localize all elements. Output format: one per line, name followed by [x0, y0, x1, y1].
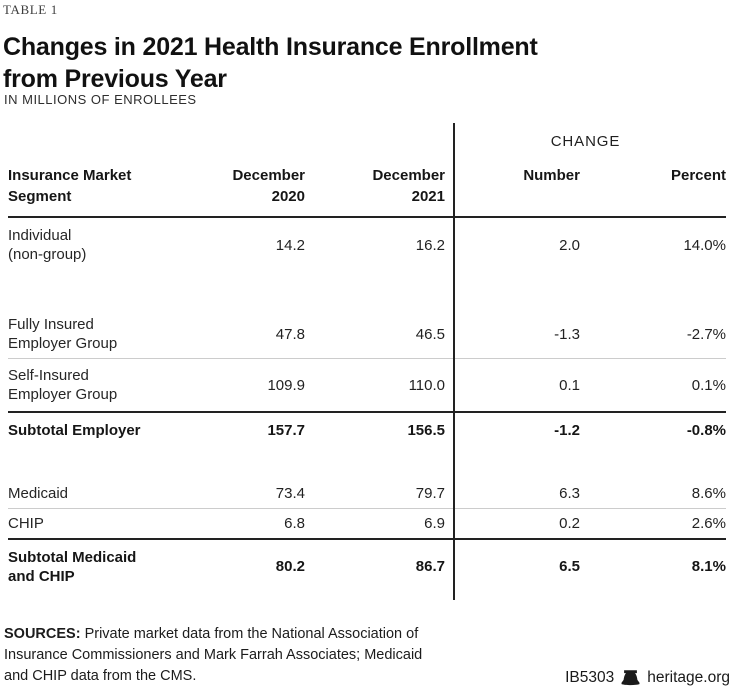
cell-change-percent: 8.1% [691, 558, 726, 575]
column-headers-row: Insurance Market Segment December 2020 D… [8, 165, 726, 207]
column-header-dec2021: December 2021 [372, 167, 445, 205]
cell-change-percent: 14.0% [683, 236, 726, 254]
column-header-segment: Insurance Market Segment [8, 167, 132, 205]
cell-dec2020: 73.4 [275, 484, 305, 502]
column-header-number: Number [523, 167, 580, 184]
table-label: TABLE 1 [3, 2, 58, 17]
table-header: CHANGE Insurance Market Segment December… [8, 123, 726, 218]
table-row-fully-insured: Fully Insured Employer Group 47.8 46.5 -… [8, 310, 726, 358]
subtitle: IN MILLIONS OF ENROLLEES [4, 92, 197, 107]
cell-change-percent: 2.6% [691, 515, 726, 532]
cell-dec2020: 109.9 [267, 376, 305, 394]
cell-dec2020: 6.8 [284, 515, 305, 532]
table-row-subtotal-employer: Subtotal Employer 157.7 156.5 -1.2 -0.8% [8, 411, 726, 478]
cell-change-number: 6.3 [559, 484, 580, 502]
row-label: Self-Insured Employer Group [8, 367, 118, 403]
data-table: CHANGE Insurance Market Segment December… [8, 123, 726, 600]
publication-line: IB5303 heritage.org [565, 669, 730, 687]
row-label: Individual (non-group) [8, 227, 87, 263]
cell-dec2021: 86.7 [415, 558, 445, 575]
cell-change-percent: 0.1% [691, 376, 726, 394]
cell-dec2020: 47.8 [275, 325, 305, 343]
row-label: Subtotal Medicaid and CHIP [8, 548, 137, 585]
cell-change-number: 0.2 [559, 515, 580, 532]
row-label: Fully Insured Employer Group [8, 316, 118, 352]
table-row-subtotal-medicaid-chip: Subtotal Medicaid and CHIP 80.2 86.7 6.5… [8, 538, 726, 600]
cell-dec2021: 110.0 [408, 376, 445, 394]
change-group-label: CHANGE [550, 133, 621, 150]
doc-id: IB5303 [565, 669, 615, 686]
change-group-row: CHANGE [8, 133, 726, 150]
row-label: Subtotal Employer [8, 421, 141, 439]
cell-change-percent: -2.7% [686, 325, 726, 343]
column-divider-rule [453, 123, 455, 600]
cell-dec2020: 157.7 [267, 421, 305, 439]
table-row-medicaid: Medicaid 73.4 79.7 6.3 8.6% [8, 478, 726, 508]
cell-change-number: 0.1 [559, 376, 580, 394]
cell-dec2020: 14.2 [275, 236, 305, 254]
column-header-dec2020: December 2020 [232, 167, 305, 205]
title-line-2: from Previous Year [3, 65, 227, 93]
sources-label: SOURCES: [4, 626, 81, 642]
page-title: Changes in 2021 Health Insurance Enrollm… [3, 31, 538, 95]
liberty-bell-icon [621, 670, 640, 686]
cell-change-number: -1.3 [554, 325, 580, 343]
cell-change-number: 2.0 [559, 236, 580, 254]
cell-dec2021: 156.5 [407, 421, 445, 439]
column-header-percent: Percent [670, 167, 726, 184]
figure-footer: SOURCES: Private market data from the Na… [4, 624, 730, 688]
cell-change-percent: -0.8% [686, 421, 726, 439]
cell-change-number: 6.5 [559, 558, 580, 575]
table-row-individual: Individual (non-group) 14.2 16.2 2.0 14.… [8, 218, 726, 310]
table-row-self-insured: Self-Insured Employer Group 109.9 110.0 … [8, 358, 726, 411]
cell-change-percent: 8.6% [691, 484, 726, 502]
cell-dec2020: 80.2 [275, 558, 305, 575]
cell-dec2021: 79.7 [415, 484, 445, 502]
row-label: CHIP [8, 515, 44, 532]
table-row-chip: CHIP 6.8 6.9 0.2 2.6% [8, 508, 726, 538]
row-label: Medicaid [8, 484, 69, 502]
cell-change-number: -1.2 [554, 421, 580, 439]
site-name: heritage.org [647, 669, 730, 686]
sources-note: SOURCES: Private market data from the Na… [4, 626, 423, 684]
cell-dec2021: 6.9 [424, 515, 445, 532]
cell-dec2021: 16.2 [415, 236, 445, 254]
cell-dec2021: 46.5 [415, 325, 445, 343]
title-line-1: Changes in 2021 Health Insurance Enrollm… [3, 33, 538, 61]
